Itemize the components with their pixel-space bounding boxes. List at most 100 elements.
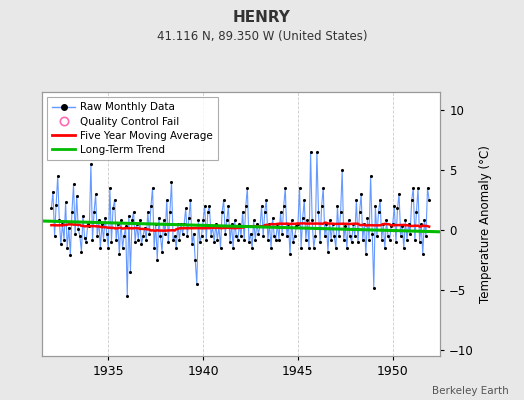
Point [303, 217, 312, 224]
Point [101, 215, 110, 221]
Point [106, 185, 114, 191]
Point [139, 233, 147, 239]
Point [327, 236, 335, 243]
Point [278, 230, 286, 237]
Point [346, 233, 354, 239]
Point [308, 217, 316, 224]
Point [205, 203, 214, 209]
Point [118, 245, 127, 251]
Point [170, 233, 179, 239]
Point [53, 173, 62, 179]
Point [417, 221, 425, 227]
Point [344, 217, 353, 224]
Point [72, 193, 81, 200]
Point [212, 221, 220, 227]
Point [321, 233, 329, 239]
Point [253, 221, 261, 227]
Point [98, 221, 106, 227]
Point [210, 239, 219, 245]
Point [420, 217, 429, 224]
Point [240, 236, 248, 243]
Point [259, 233, 267, 239]
Point [213, 236, 222, 243]
Point [351, 233, 359, 239]
Point [166, 209, 174, 215]
Point [145, 230, 154, 237]
Point [115, 251, 124, 257]
Point [47, 205, 56, 212]
Text: HENRY: HENRY [233, 10, 291, 25]
Point [207, 233, 215, 239]
Point [114, 221, 122, 227]
Point [231, 217, 239, 224]
Point [234, 236, 242, 243]
Point [248, 245, 256, 251]
Point [376, 197, 384, 203]
Point [227, 221, 236, 227]
Point [425, 197, 433, 203]
Point [128, 217, 136, 224]
Point [75, 233, 84, 239]
Point [373, 233, 381, 239]
Point [251, 236, 259, 243]
Point [144, 209, 152, 215]
Text: Berkeley Earth: Berkeley Earth [432, 386, 508, 396]
Point [226, 239, 234, 245]
Point [267, 245, 275, 251]
Point [140, 224, 149, 231]
Point [199, 217, 208, 224]
Point [188, 241, 196, 248]
Point [360, 221, 368, 227]
Point [288, 217, 296, 224]
Point [159, 217, 168, 224]
Point [191, 257, 200, 263]
Point [314, 209, 323, 215]
Point [292, 223, 301, 230]
Point [100, 236, 108, 243]
Point [319, 185, 328, 191]
Point [299, 215, 307, 221]
Point [63, 245, 71, 251]
Point [329, 221, 337, 227]
Point [173, 221, 182, 227]
Point [262, 197, 270, 203]
Point [202, 236, 211, 243]
Point [365, 236, 373, 243]
Point [215, 223, 223, 230]
Point [109, 205, 117, 212]
Point [175, 236, 183, 243]
Point [336, 209, 345, 215]
Point [363, 215, 372, 221]
Point [142, 236, 150, 243]
Point [232, 233, 241, 239]
Point [85, 223, 93, 230]
Point [354, 239, 362, 245]
Point [374, 209, 383, 215]
Point [394, 205, 402, 212]
Point [156, 233, 165, 239]
Point [385, 236, 394, 243]
Point [61, 199, 70, 206]
Point [177, 221, 185, 227]
Point [83, 221, 92, 227]
Point [324, 248, 332, 255]
Point [264, 236, 272, 243]
Point [117, 217, 125, 224]
Point [412, 209, 421, 215]
Point [289, 239, 298, 245]
Point [55, 217, 63, 224]
Point [362, 251, 370, 257]
Point [198, 233, 206, 239]
Point [332, 245, 340, 251]
Point [125, 212, 133, 219]
Point [50, 233, 59, 239]
Point [95, 217, 103, 224]
Point [150, 245, 158, 251]
Point [186, 197, 194, 203]
Legend: Raw Monthly Data, Quality Control Fail, Five Year Moving Average, Long-Term Tren: Raw Monthly Data, Quality Control Fail, … [47, 97, 219, 160]
Point [193, 281, 201, 287]
Point [69, 181, 78, 188]
Point [357, 191, 365, 197]
Point [77, 248, 85, 255]
Point [229, 245, 237, 251]
